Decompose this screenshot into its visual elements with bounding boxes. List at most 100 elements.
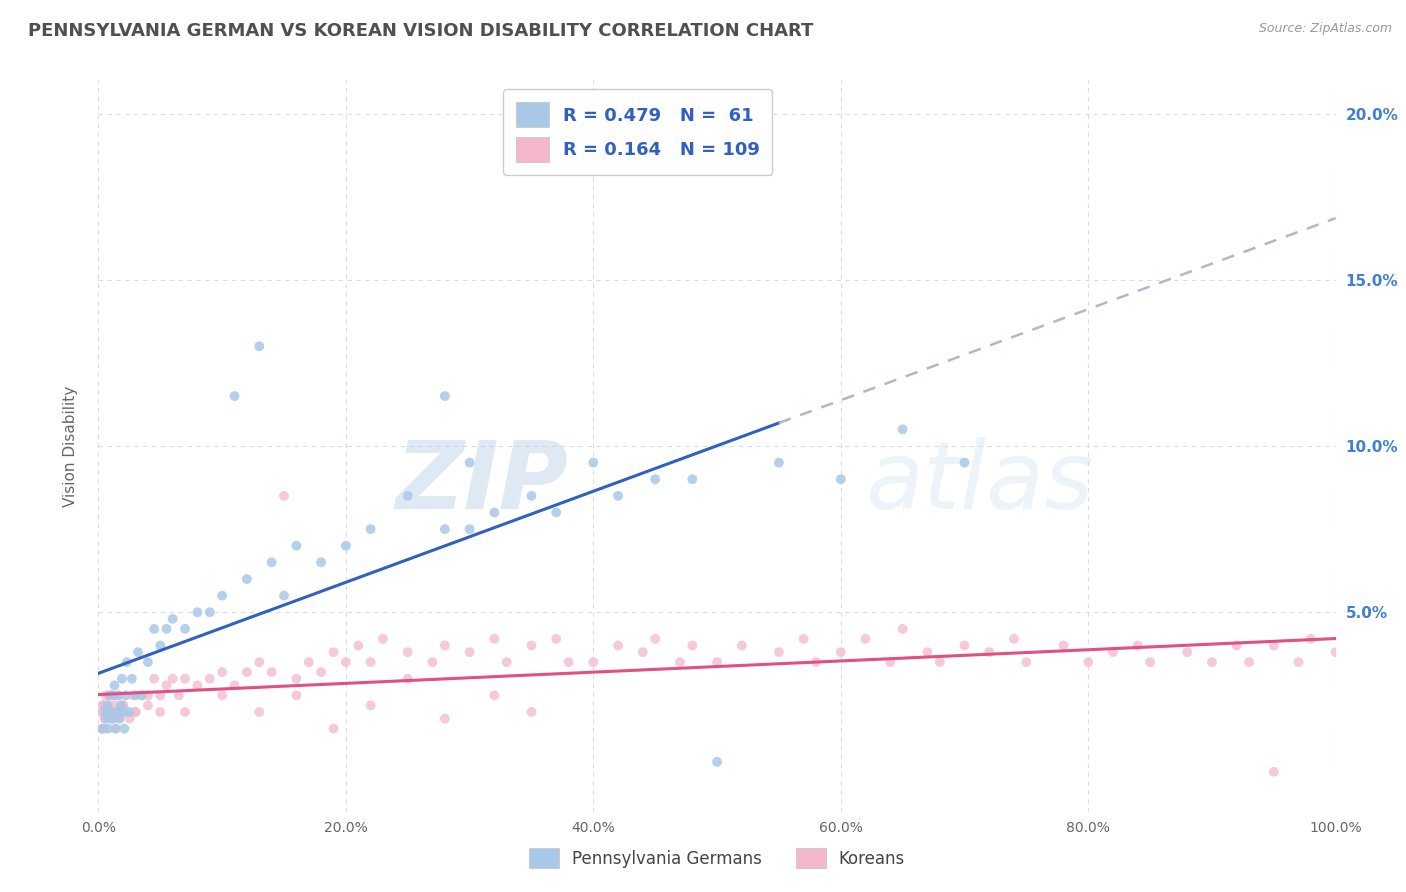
Text: Source: ZipAtlas.com: Source: ZipAtlas.com — [1258, 22, 1392, 36]
Point — [94, 689, 117, 703]
Point — [103, 698, 125, 713]
Point — [458, 645, 481, 659]
Point — [830, 472, 852, 486]
Point — [520, 705, 543, 719]
Point — [96, 698, 118, 713]
Point — [236, 572, 259, 586]
Point — [546, 632, 568, 646]
Point — [97, 698, 120, 713]
Point — [186, 678, 208, 692]
Point — [347, 639, 370, 653]
Point — [804, 655, 827, 669]
Point — [830, 645, 852, 659]
Point — [285, 689, 308, 703]
Point — [108, 712, 131, 726]
Text: PENNSYLVANIA GERMAN VS KOREAN VISION DISABILITY CORRELATION CHART: PENNSYLVANIA GERMAN VS KOREAN VISION DIS… — [28, 22, 814, 40]
Point — [928, 655, 950, 669]
Point — [93, 698, 115, 713]
Point — [100, 705, 122, 719]
Point — [186, 605, 208, 619]
Point — [110, 705, 132, 719]
Point — [322, 645, 344, 659]
Point — [162, 612, 184, 626]
Point — [309, 555, 332, 569]
Point — [681, 639, 703, 653]
Point — [458, 522, 481, 536]
Point — [396, 645, 419, 659]
Point — [211, 665, 233, 679]
Point — [136, 689, 159, 703]
Point — [112, 722, 135, 736]
Point — [118, 712, 141, 726]
Point — [162, 672, 184, 686]
Point — [114, 705, 136, 719]
Y-axis label: Vision Disability: Vision Disability — [63, 385, 77, 507]
Point — [103, 678, 125, 692]
Point — [112, 698, 135, 713]
Point — [546, 506, 568, 520]
Point — [273, 489, 295, 503]
Point — [433, 639, 456, 653]
Point — [100, 689, 122, 703]
Point — [1126, 639, 1149, 653]
Point — [224, 678, 246, 692]
Point — [953, 456, 976, 470]
Point — [520, 639, 543, 653]
Point — [1226, 639, 1249, 653]
Point — [669, 655, 692, 669]
Point — [107, 689, 129, 703]
Point — [93, 705, 115, 719]
Point — [1102, 645, 1125, 659]
Point — [110, 698, 132, 713]
Point — [121, 672, 143, 686]
Point — [422, 655, 444, 669]
Point — [105, 705, 128, 719]
Point — [1288, 655, 1310, 669]
Point — [582, 655, 605, 669]
Point — [731, 639, 754, 653]
Point — [127, 645, 149, 659]
Point — [105, 705, 128, 719]
Point — [155, 678, 177, 692]
Point — [101, 712, 124, 726]
Point — [396, 672, 419, 686]
Point — [115, 655, 138, 669]
Point — [118, 705, 141, 719]
Point — [104, 722, 127, 736]
Point — [131, 689, 153, 703]
Point — [495, 655, 517, 669]
Point — [198, 605, 221, 619]
Point — [149, 705, 172, 719]
Point — [96, 705, 118, 719]
Point — [247, 339, 270, 353]
Point — [1263, 639, 1285, 653]
Point — [247, 705, 270, 719]
Point — [124, 705, 146, 719]
Point — [433, 522, 456, 536]
Point — [433, 389, 456, 403]
Point — [97, 722, 120, 736]
Point — [285, 539, 308, 553]
Point — [1139, 655, 1161, 669]
Text: ZIP: ZIP — [395, 436, 568, 529]
Point — [335, 655, 357, 669]
Point — [174, 622, 197, 636]
Point — [793, 632, 815, 646]
Point — [122, 689, 145, 703]
Point — [891, 622, 914, 636]
Point — [396, 489, 419, 503]
Point — [93, 712, 115, 726]
Point — [103, 689, 125, 703]
Point — [131, 689, 153, 703]
Point — [103, 712, 125, 726]
Point — [953, 639, 976, 653]
Point — [1015, 655, 1038, 669]
Point — [520, 489, 543, 503]
Point — [681, 472, 703, 486]
Point — [236, 665, 259, 679]
Point — [855, 632, 877, 646]
Point — [917, 645, 939, 659]
Point — [979, 645, 1001, 659]
Point — [91, 722, 114, 736]
Point — [582, 456, 605, 470]
